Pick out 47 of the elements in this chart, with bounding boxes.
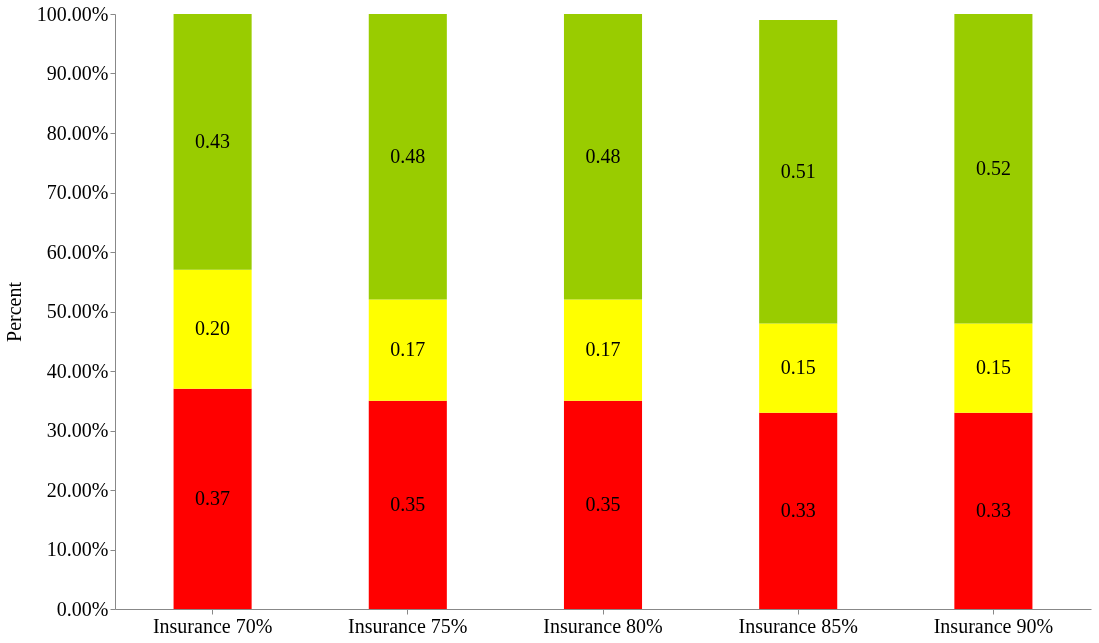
y-tick-label: 50.00% bbox=[46, 300, 109, 322]
data-label: 0.35 bbox=[585, 492, 621, 515]
data-label: 0.20 bbox=[195, 317, 231, 340]
x-tick-label: Insurance 90% bbox=[933, 614, 1054, 637]
bar bbox=[173, 269, 252, 389]
data-label: 0.17 bbox=[585, 338, 621, 361]
y-tick-label: 80.00% bbox=[46, 121, 109, 144]
data-label: 0.48 bbox=[585, 144, 621, 167]
bar bbox=[173, 388, 252, 609]
y-tick-label: 20.00% bbox=[46, 478, 109, 501]
data-label: 0.52 bbox=[975, 156, 1011, 179]
data-label: 0.33 bbox=[780, 498, 816, 521]
data-label: 0.33 bbox=[975, 498, 1011, 521]
data-label: 0.51 bbox=[780, 159, 816, 182]
y-tick-label: 40.00% bbox=[46, 359, 109, 382]
data-label: 0.48 bbox=[390, 144, 426, 167]
bar bbox=[954, 14, 1033, 324]
bar bbox=[368, 400, 447, 609]
x-tick-label: Insurance 85% bbox=[738, 614, 858, 637]
bar bbox=[954, 323, 1033, 413]
y-axis-title: Percent bbox=[2, 281, 25, 342]
y-tick-label: 90.00% bbox=[46, 62, 109, 84]
bar bbox=[563, 400, 643, 609]
data-label: 0.15 bbox=[975, 356, 1011, 379]
bar bbox=[759, 19, 838, 324]
bar bbox=[368, 299, 447, 401]
bar bbox=[368, 14, 447, 300]
bar bbox=[563, 299, 643, 401]
bar bbox=[173, 14, 252, 270]
data-label: 0.15 bbox=[780, 356, 816, 379]
y-tick-label: 100.00% bbox=[36, 2, 109, 25]
x-tick-label: Insurance 70% bbox=[152, 614, 273, 637]
bar bbox=[563, 14, 643, 300]
y-tick-label: 30.00% bbox=[46, 419, 109, 441]
y-tick-label: 70.00% bbox=[46, 181, 109, 203]
data-label: 0.17 bbox=[390, 338, 426, 361]
y-tick-label: 60.00% bbox=[46, 240, 109, 263]
data-label: 0.37 bbox=[195, 486, 231, 509]
x-tick-label: Insurance 75% bbox=[348, 614, 468, 637]
y-tick-label: 10.00% bbox=[46, 538, 109, 560]
bar bbox=[954, 412, 1033, 609]
data-label: 0.35 bbox=[390, 492, 426, 515]
data-label: 0.43 bbox=[195, 129, 231, 152]
bar bbox=[759, 323, 838, 413]
bar bbox=[759, 412, 838, 609]
y-tick-label: 0.00% bbox=[56, 597, 109, 620]
x-tick-label: Insurance 80% bbox=[543, 614, 663, 637]
